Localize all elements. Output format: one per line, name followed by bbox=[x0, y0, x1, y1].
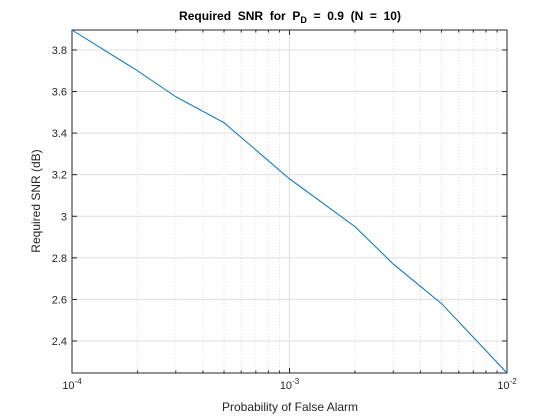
x-tick-exponent: -3 bbox=[292, 377, 300, 386]
x-tick-base: 10 bbox=[280, 380, 292, 392]
y-tick-label: 2.4 bbox=[52, 336, 67, 348]
x-axis-label: Probability of False Alarm bbox=[222, 400, 358, 414]
y-tick-label: 2.8 bbox=[52, 253, 67, 265]
x-tick-exponent: -2 bbox=[510, 377, 518, 386]
x-tick-base: 10 bbox=[62, 380, 74, 392]
title-main: Required SNR for P bbox=[179, 9, 300, 23]
y-axis-label: Required SNR (dB) bbox=[29, 149, 43, 252]
y-tick-label: 3.2 bbox=[52, 170, 67, 182]
y-tick-label: 3 bbox=[61, 211, 67, 223]
x-tick-label: 10-3 bbox=[280, 377, 300, 392]
x-tick-base: 10 bbox=[497, 380, 509, 392]
y-tick-label: 2.6 bbox=[52, 294, 67, 306]
x-tick-label: 10-4 bbox=[62, 377, 82, 392]
title-rest: = 0.9 (N = 10) bbox=[307, 9, 401, 23]
y-tick-label: 3.8 bbox=[52, 45, 67, 57]
y-tick-label: 3.6 bbox=[52, 87, 67, 99]
chart-title: Required SNR for PD = 0.9 (N = 10) bbox=[179, 9, 401, 25]
y-tick-label: 3.4 bbox=[52, 128, 67, 140]
x-tick-label: 10-2 bbox=[497, 377, 517, 392]
x-tick-exponent: -4 bbox=[75, 377, 83, 386]
data-line bbox=[71, 29, 508, 374]
title-subscript: D bbox=[300, 15, 307, 25]
axes-box bbox=[71, 29, 508, 374]
